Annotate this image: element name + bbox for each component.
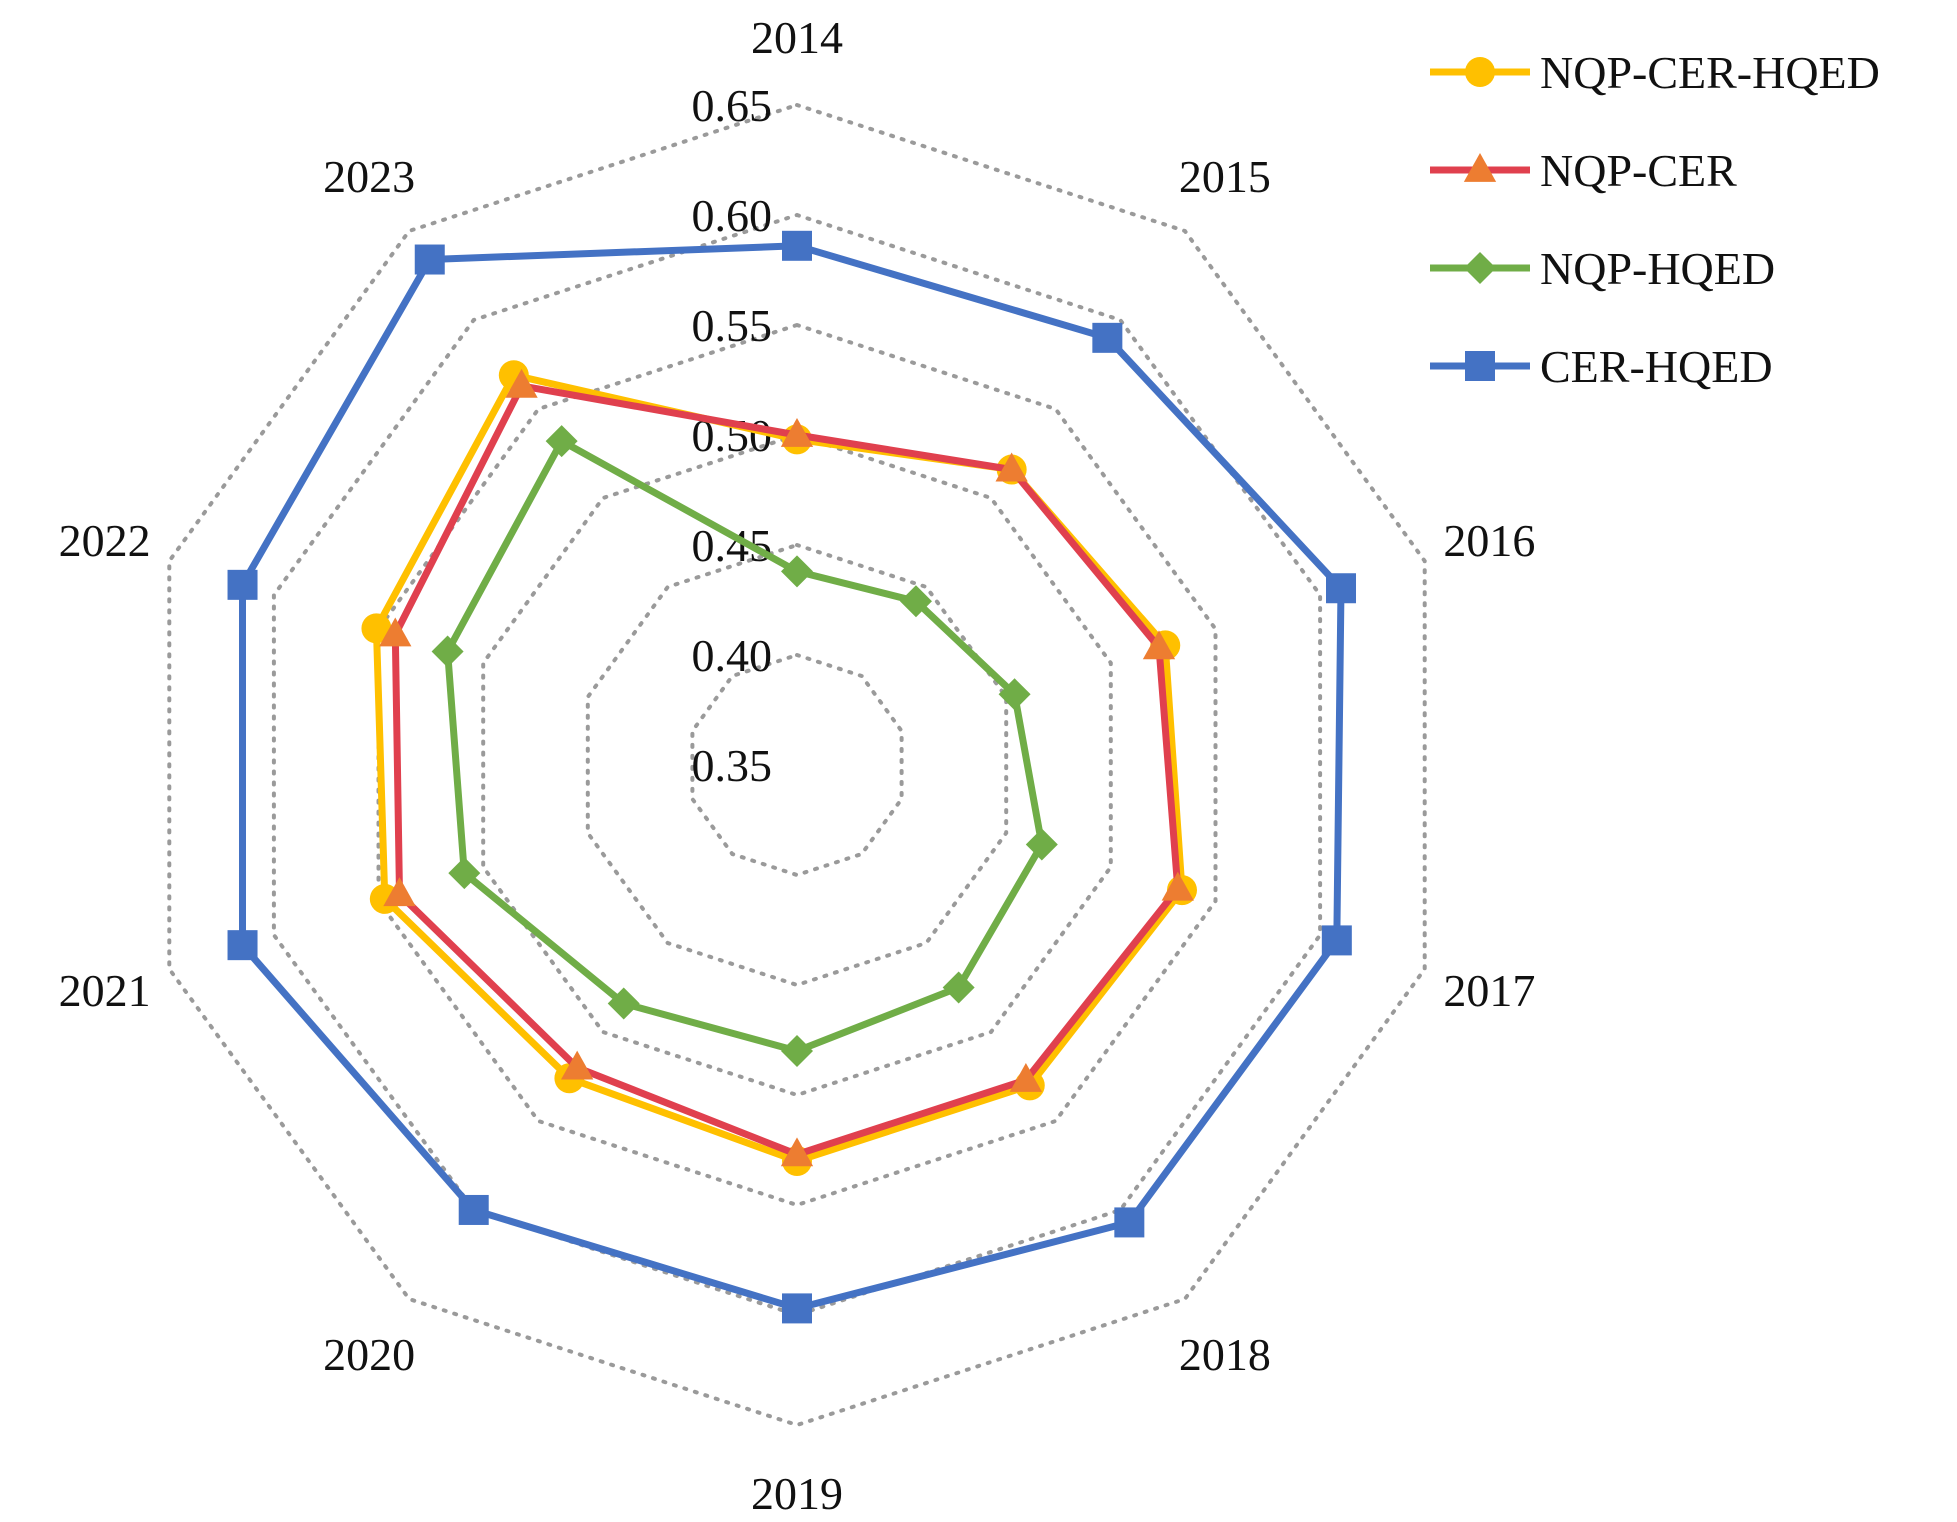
- legend-item-NQP-CER-HQED: NQP-CER-HQED: [1430, 47, 1880, 98]
- category-label-2014: 2014: [751, 12, 843, 63]
- data-point-NQP-HQED-2022: [431, 635, 464, 668]
- category-label-2017: 2017: [1443, 965, 1535, 1016]
- category-label-2018: 2018: [1179, 1329, 1271, 1380]
- legend-label-NQP-CER: NQP-CER: [1540, 145, 1737, 196]
- grid-ring-0.45: [585, 542, 1009, 988]
- series-NQP-CER-HQED: [361, 360, 1197, 1176]
- data-point-NQP-HQED-2023: [545, 425, 578, 458]
- category-label-2019: 2019: [751, 1468, 843, 1517]
- data-point-NQP-HQED-2014: [781, 555, 813, 588]
- tick-label-0.45: 0.45: [692, 520, 773, 571]
- legend-label-NQP-CER-HQED: NQP-CER-HQED: [1540, 47, 1880, 98]
- data-point-NQP-HQED-2017: [1025, 828, 1058, 861]
- data-point-NQP-CER-2020: [561, 1050, 594, 1080]
- data-point-CER-HQED-2020: [458, 1194, 489, 1225]
- category-label-2015: 2015: [1179, 151, 1271, 202]
- category-label-2020: 2020: [323, 1329, 415, 1380]
- legend-marker-NQP-CER: [1463, 153, 1497, 182]
- data-point-NQP-CER-2021: [383, 877, 416, 907]
- series-line-NQP-CER: [391, 382, 1182, 1158]
- series-NQP-HQED: [431, 425, 1058, 1067]
- data-point-NQP-HQED-2020: [607, 987, 640, 1020]
- tick-label-0.35: 0.35: [692, 740, 773, 791]
- data-point-NQP-HQED-2019: [781, 1035, 813, 1067]
- data-point-CER-HQED-2015: [1092, 322, 1123, 353]
- category-label-2021: 2021: [59, 965, 151, 1016]
- data-point-NQP-CER-2018: [1009, 1063, 1043, 1092]
- data-point-NQP-CER-2023: [505, 368, 538, 398]
- data-point-CER-HQED-2022: [227, 569, 258, 600]
- data-point-NQP-CER-2016: [1142, 630, 1176, 660]
- data-point-NQP-CER-HQED-2022: [361, 613, 392, 644]
- grid-ring-0.65: [167, 102, 1427, 1428]
- data-point-CER-HQED-2014: [782, 230, 812, 261]
- legend: NQP-CER-HQED NQP-CER NQP-HQED CER-HQED: [1430, 47, 1880, 392]
- category-label-2023: 2023: [323, 151, 415, 202]
- data-point-CER-HQED-2023: [414, 244, 445, 275]
- series-NQP-CER: [379, 368, 1194, 1167]
- data-point-NQP-CER-2022: [379, 617, 412, 647]
- tick-label-0.65: 0.65: [692, 80, 773, 131]
- data-point-CER-HQED-2017: [1321, 925, 1352, 956]
- legend-label-CER-HQED: CER-HQED: [1540, 341, 1773, 392]
- data-point-NQP-CER-2014: [780, 418, 814, 447]
- data-point-NQP-CER-2017: [1161, 871, 1194, 901]
- grid-ring-0.55: [376, 322, 1218, 1208]
- grid-ring-0.40: [690, 652, 904, 878]
- legend-marker-NQP-CER-HQED: [1465, 57, 1495, 87]
- category-labels: 2014 2015 2016 2017 2018 2019 2020 2021 2022 2023: [59, 12, 1536, 1519]
- legend-item-NQP-HQED: NQP-HQED: [1430, 243, 1775, 294]
- data-point-CER-HQED-2016: [1326, 573, 1357, 604]
- legend-item-CER-HQED: CER-HQED: [1430, 341, 1773, 392]
- grid-layer: [167, 102, 1427, 1428]
- grid-ring-0.50: [481, 432, 1113, 1098]
- tick-label-0.60: 0.60: [692, 190, 773, 241]
- legend-marker-CER-HQED: [1465, 351, 1495, 381]
- series-layer: [227, 230, 1357, 1324]
- data-point-CER-HQED-2021: [227, 930, 258, 961]
- data-point-CER-HQED-2019: [782, 1293, 812, 1324]
- series-CER-HQED: [227, 230, 1357, 1324]
- data-point-NQP-CER-2019: [780, 1137, 814, 1167]
- tick-labels: 0.350.400.450.500.550.600.65: [692, 80, 773, 791]
- legend-item-NQP-CER: NQP-CER: [1430, 145, 1737, 196]
- legend-marker-NQP-HQED: [1464, 252, 1496, 284]
- data-point-NQP-CER-2015: [995, 452, 1028, 482]
- tick-label-0.55: 0.55: [692, 300, 773, 351]
- data-point-NQP-HQED-2018: [942, 971, 975, 1004]
- data-point-NQP-HQED-2016: [998, 678, 1031, 711]
- data-point-NQP-HQED-2021: [448, 857, 481, 890]
- data-point-CER-HQED-2018: [1114, 1207, 1145, 1238]
- data-point-NQP-HQED-2015: [899, 585, 932, 618]
- category-label-2016: 2016: [1443, 515, 1535, 566]
- tick-label-0.40: 0.40: [692, 630, 773, 681]
- legend-label-NQP-HQED: NQP-HQED: [1540, 243, 1775, 294]
- category-label-2022: 2022: [59, 515, 151, 566]
